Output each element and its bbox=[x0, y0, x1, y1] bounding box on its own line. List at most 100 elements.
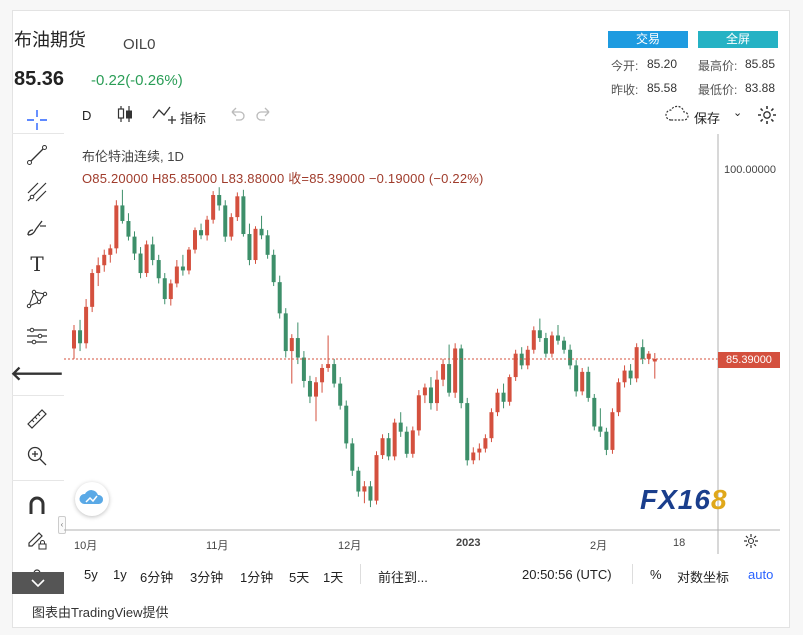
gear-icon[interactable] bbox=[756, 104, 778, 129]
fx168-logo: FX168 bbox=[640, 484, 728, 515]
candle-body bbox=[205, 219, 210, 236]
toolbar-divider bbox=[12, 133, 64, 134]
candle-body bbox=[368, 486, 373, 501]
candle-body bbox=[72, 330, 76, 349]
percent-scale-button[interactable]: % bbox=[650, 567, 662, 582]
candle-body bbox=[374, 455, 379, 501]
fullscreen-button[interactable]: 全屏 bbox=[698, 31, 778, 48]
ruler-icon[interactable] bbox=[22, 406, 52, 432]
range-1min-button[interactable]: 1分钟 bbox=[240, 570, 274, 585]
candle-body bbox=[235, 196, 240, 218]
candle-body bbox=[459, 348, 464, 404]
interval-button[interactable]: D bbox=[82, 108, 92, 123]
cloud-logo-icon[interactable] bbox=[75, 482, 109, 516]
range-5y-button[interactable]: 5y bbox=[84, 567, 98, 582]
cloud-save-icon[interactable] bbox=[664, 104, 690, 127]
candle-body bbox=[531, 330, 536, 350]
back-arrow-icon[interactable]: 🡐 bbox=[10, 362, 64, 385]
redo-icon[interactable] bbox=[255, 104, 273, 127]
candle-body bbox=[271, 254, 276, 283]
goto-date-button[interactable]: 前往到... bbox=[378, 570, 428, 585]
candle-body bbox=[392, 422, 397, 457]
candle-body bbox=[640, 347, 645, 359]
candle-style-icon[interactable] bbox=[116, 104, 134, 127]
crosshair-icon[interactable] bbox=[22, 107, 52, 133]
chart-legend-ohlc: O85.20000 H85.85000 L83.88000 收=85.39000… bbox=[82, 171, 484, 186]
collapse-toolbar-button[interactable] bbox=[12, 572, 64, 594]
candle-body bbox=[90, 273, 95, 307]
candle-body bbox=[320, 367, 325, 383]
range-5d-button[interactable]: 5天 bbox=[289, 570, 310, 585]
candle-body bbox=[634, 347, 639, 379]
candle-body bbox=[574, 365, 579, 392]
candle-body bbox=[344, 405, 349, 444]
panel-collapse-handle[interactable]: ‹ bbox=[58, 516, 66, 534]
candle-body bbox=[447, 364, 452, 393]
toolbar-divider bbox=[12, 395, 64, 396]
lock-pencil-icon[interactable] bbox=[22, 527, 52, 553]
indicators-button[interactable]: 指标 bbox=[180, 111, 207, 126]
candle-body bbox=[132, 236, 137, 254]
range-3min-button[interactable]: 3分钟 bbox=[190, 570, 224, 585]
chart-settings-icon[interactable] bbox=[743, 533, 759, 554]
candle-body bbox=[453, 348, 458, 393]
candle-body bbox=[332, 364, 337, 384]
log-scale-button[interactable]: 对数坐标 bbox=[677, 570, 730, 585]
candle-body bbox=[410, 430, 415, 454]
prediction-tool-icon[interactable] bbox=[22, 323, 52, 349]
low-value: 83.88 bbox=[745, 81, 776, 95]
candle-body bbox=[259, 228, 264, 236]
trend-line-icon[interactable] bbox=[22, 142, 52, 168]
candle-body bbox=[356, 470, 361, 492]
candle-body bbox=[435, 379, 439, 404]
high-label: 最高价: bbox=[698, 59, 738, 73]
toolbar-divider bbox=[12, 480, 64, 481]
magnet-icon[interactable] bbox=[22, 492, 52, 518]
candle-body bbox=[162, 278, 167, 300]
bottom-divider bbox=[632, 564, 633, 584]
tradingview-credit[interactable]: 图表由TradingView提供 bbox=[32, 605, 169, 620]
candle-body bbox=[301, 357, 306, 381]
candle-body bbox=[477, 448, 482, 453]
instrument-name: 布油期货 bbox=[14, 30, 86, 50]
chevron-down-icon[interactable]: ⌄ bbox=[733, 107, 743, 119]
candle-body bbox=[652, 359, 657, 362]
utc-time[interactable]: 20:50:56 (UTC) bbox=[522, 567, 612, 582]
candle-body bbox=[598, 426, 603, 432]
trade-button[interactable]: 交易 bbox=[608, 31, 688, 48]
candle-body bbox=[96, 265, 101, 274]
zoom-in-icon[interactable] bbox=[22, 443, 52, 469]
range-1d-button[interactable]: 1天 bbox=[323, 570, 344, 585]
range-6min-button[interactable]: 6分钟 bbox=[140, 570, 174, 585]
text-tool-icon[interactable]: T bbox=[30, 252, 44, 276]
candle-body bbox=[283, 313, 288, 352]
last-price: 85.36 bbox=[14, 68, 65, 90]
save-button[interactable]: 保存 bbox=[694, 111, 721, 126]
open-value: 85.20 bbox=[647, 57, 678, 71]
candle-body bbox=[114, 205, 119, 249]
candle-body bbox=[277, 282, 282, 314]
pattern-tool-icon[interactable] bbox=[22, 286, 52, 312]
candle-body bbox=[549, 335, 554, 354]
candle-body bbox=[556, 335, 560, 341]
candle-body bbox=[144, 244, 149, 274]
brush-icon[interactable] bbox=[22, 215, 52, 241]
fib-tool-icon[interactable] bbox=[22, 179, 52, 205]
indicators-icon[interactable] bbox=[152, 104, 178, 127]
chart-legend-title[interactable]: 布伦特油连续, 1D bbox=[82, 149, 184, 164]
candle-body bbox=[126, 221, 131, 237]
candle-body bbox=[507, 377, 512, 402]
candle-body bbox=[428, 387, 433, 404]
candle-body bbox=[289, 338, 294, 352]
candle-body bbox=[525, 349, 530, 366]
candle-body bbox=[241, 196, 246, 235]
candle-body bbox=[211, 195, 216, 220]
low-label: 最低价: bbox=[698, 83, 738, 97]
candle-body bbox=[193, 230, 197, 250]
price-chart[interactable] bbox=[64, 134, 780, 554]
range-1y-button[interactable]: 1y bbox=[113, 567, 127, 582]
x-tick-label: 2023 bbox=[456, 537, 481, 549]
undo-icon[interactable] bbox=[228, 104, 246, 127]
auto-scale-button[interactable]: auto bbox=[748, 567, 774, 582]
candle-body bbox=[314, 382, 318, 397]
